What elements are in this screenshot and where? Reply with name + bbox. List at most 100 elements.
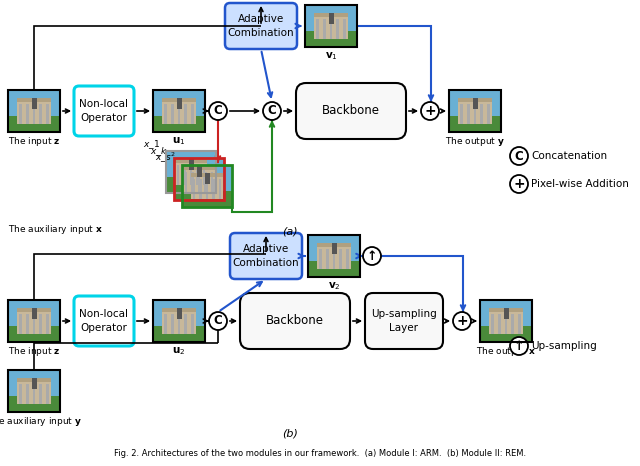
Bar xyxy=(305,5,357,31)
Text: Fig. 2. Architectures of the two modules in our framework.  (a) Module I: ARM.  : Fig. 2. Architectures of the two modules… xyxy=(114,449,526,458)
Bar xyxy=(153,300,205,326)
Text: Non-local
Operator: Non-local Operator xyxy=(79,99,129,123)
Bar xyxy=(337,19,339,40)
Bar xyxy=(17,308,51,312)
Bar xyxy=(504,308,509,319)
Bar xyxy=(211,172,213,192)
Bar xyxy=(171,314,173,335)
FancyBboxPatch shape xyxy=(296,83,406,139)
FancyBboxPatch shape xyxy=(74,86,134,136)
Bar xyxy=(19,314,22,335)
Bar xyxy=(460,104,463,124)
Bar xyxy=(518,314,521,335)
Bar xyxy=(8,326,60,342)
Bar xyxy=(46,314,49,335)
Bar xyxy=(326,249,329,269)
Bar xyxy=(199,179,202,199)
Bar xyxy=(202,165,205,185)
Text: The output $\mathbf{x}$: The output $\mathbf{x}$ xyxy=(476,345,536,358)
Bar xyxy=(8,116,60,132)
Bar xyxy=(185,172,188,192)
Text: +: + xyxy=(424,104,436,118)
Bar xyxy=(205,179,208,199)
Bar xyxy=(205,173,210,184)
Bar xyxy=(8,370,60,412)
Bar xyxy=(305,5,357,47)
Bar xyxy=(153,90,205,132)
Text: $x\_1$: $x\_1$ xyxy=(143,138,160,151)
Bar xyxy=(449,116,501,132)
Bar xyxy=(198,172,200,192)
Bar xyxy=(178,104,180,124)
Bar xyxy=(177,308,182,319)
Bar xyxy=(26,314,29,335)
Bar xyxy=(467,104,470,124)
Bar xyxy=(330,19,332,40)
Bar xyxy=(153,300,205,342)
Bar xyxy=(178,314,180,335)
Bar xyxy=(8,300,60,342)
Text: Adaptive
Combination: Adaptive Combination xyxy=(228,14,294,38)
Bar xyxy=(184,104,187,124)
Bar xyxy=(164,314,167,335)
Bar xyxy=(329,14,334,24)
Text: Backbone: Backbone xyxy=(266,315,324,328)
Bar xyxy=(308,235,360,261)
Bar xyxy=(46,104,49,124)
Bar xyxy=(474,104,476,124)
Bar xyxy=(164,104,167,124)
Circle shape xyxy=(510,175,528,193)
Text: Pixel-wise Addition: Pixel-wise Addition xyxy=(531,179,629,189)
Bar xyxy=(8,90,60,116)
Bar xyxy=(511,314,514,335)
Circle shape xyxy=(209,312,227,330)
Bar xyxy=(343,19,346,40)
Bar xyxy=(317,243,351,247)
Bar xyxy=(317,244,351,269)
Bar xyxy=(33,314,35,335)
Bar xyxy=(166,151,216,177)
Text: $\mathbf{v}_1$: $\mathbf{v}_1$ xyxy=(324,50,337,62)
Bar xyxy=(473,98,478,109)
Bar xyxy=(218,179,221,199)
Text: $\mathbf{u}_2$: $\mathbf{u}_2$ xyxy=(172,345,186,357)
Bar xyxy=(32,378,37,389)
Circle shape xyxy=(510,147,528,165)
Bar xyxy=(33,384,35,404)
Bar xyxy=(32,98,37,109)
Bar xyxy=(17,99,51,124)
Bar xyxy=(332,243,337,254)
Bar xyxy=(191,172,194,192)
Bar xyxy=(39,104,42,124)
Bar xyxy=(17,309,51,335)
Text: Up-sampling: Up-sampling xyxy=(531,341,596,351)
Bar xyxy=(481,104,483,124)
Bar xyxy=(46,384,49,404)
Bar xyxy=(319,249,322,269)
Text: ↑: ↑ xyxy=(514,340,524,352)
Bar xyxy=(305,31,357,47)
Bar xyxy=(308,261,360,277)
Bar xyxy=(189,159,194,170)
Text: C: C xyxy=(515,150,524,163)
FancyBboxPatch shape xyxy=(74,296,134,346)
Bar xyxy=(19,104,22,124)
Bar xyxy=(163,309,196,335)
Bar xyxy=(189,165,192,185)
Bar xyxy=(458,99,492,124)
Bar xyxy=(197,166,202,177)
Text: (a): (a) xyxy=(282,226,298,236)
Circle shape xyxy=(263,102,281,120)
Bar xyxy=(333,249,335,269)
Text: ↑: ↑ xyxy=(367,249,377,262)
Bar xyxy=(505,314,508,335)
Text: The auxiliary input $\mathbf{y}$: The auxiliary input $\mathbf{y}$ xyxy=(0,415,81,428)
Bar xyxy=(175,159,207,163)
Bar xyxy=(39,384,42,404)
Bar xyxy=(183,167,215,192)
Bar xyxy=(17,379,51,404)
Text: The input $\mathbf{z}$: The input $\mathbf{z}$ xyxy=(8,345,60,358)
Text: Adaptive
Combination: Adaptive Combination xyxy=(233,244,300,267)
Text: C: C xyxy=(214,315,222,328)
Bar xyxy=(449,90,501,116)
